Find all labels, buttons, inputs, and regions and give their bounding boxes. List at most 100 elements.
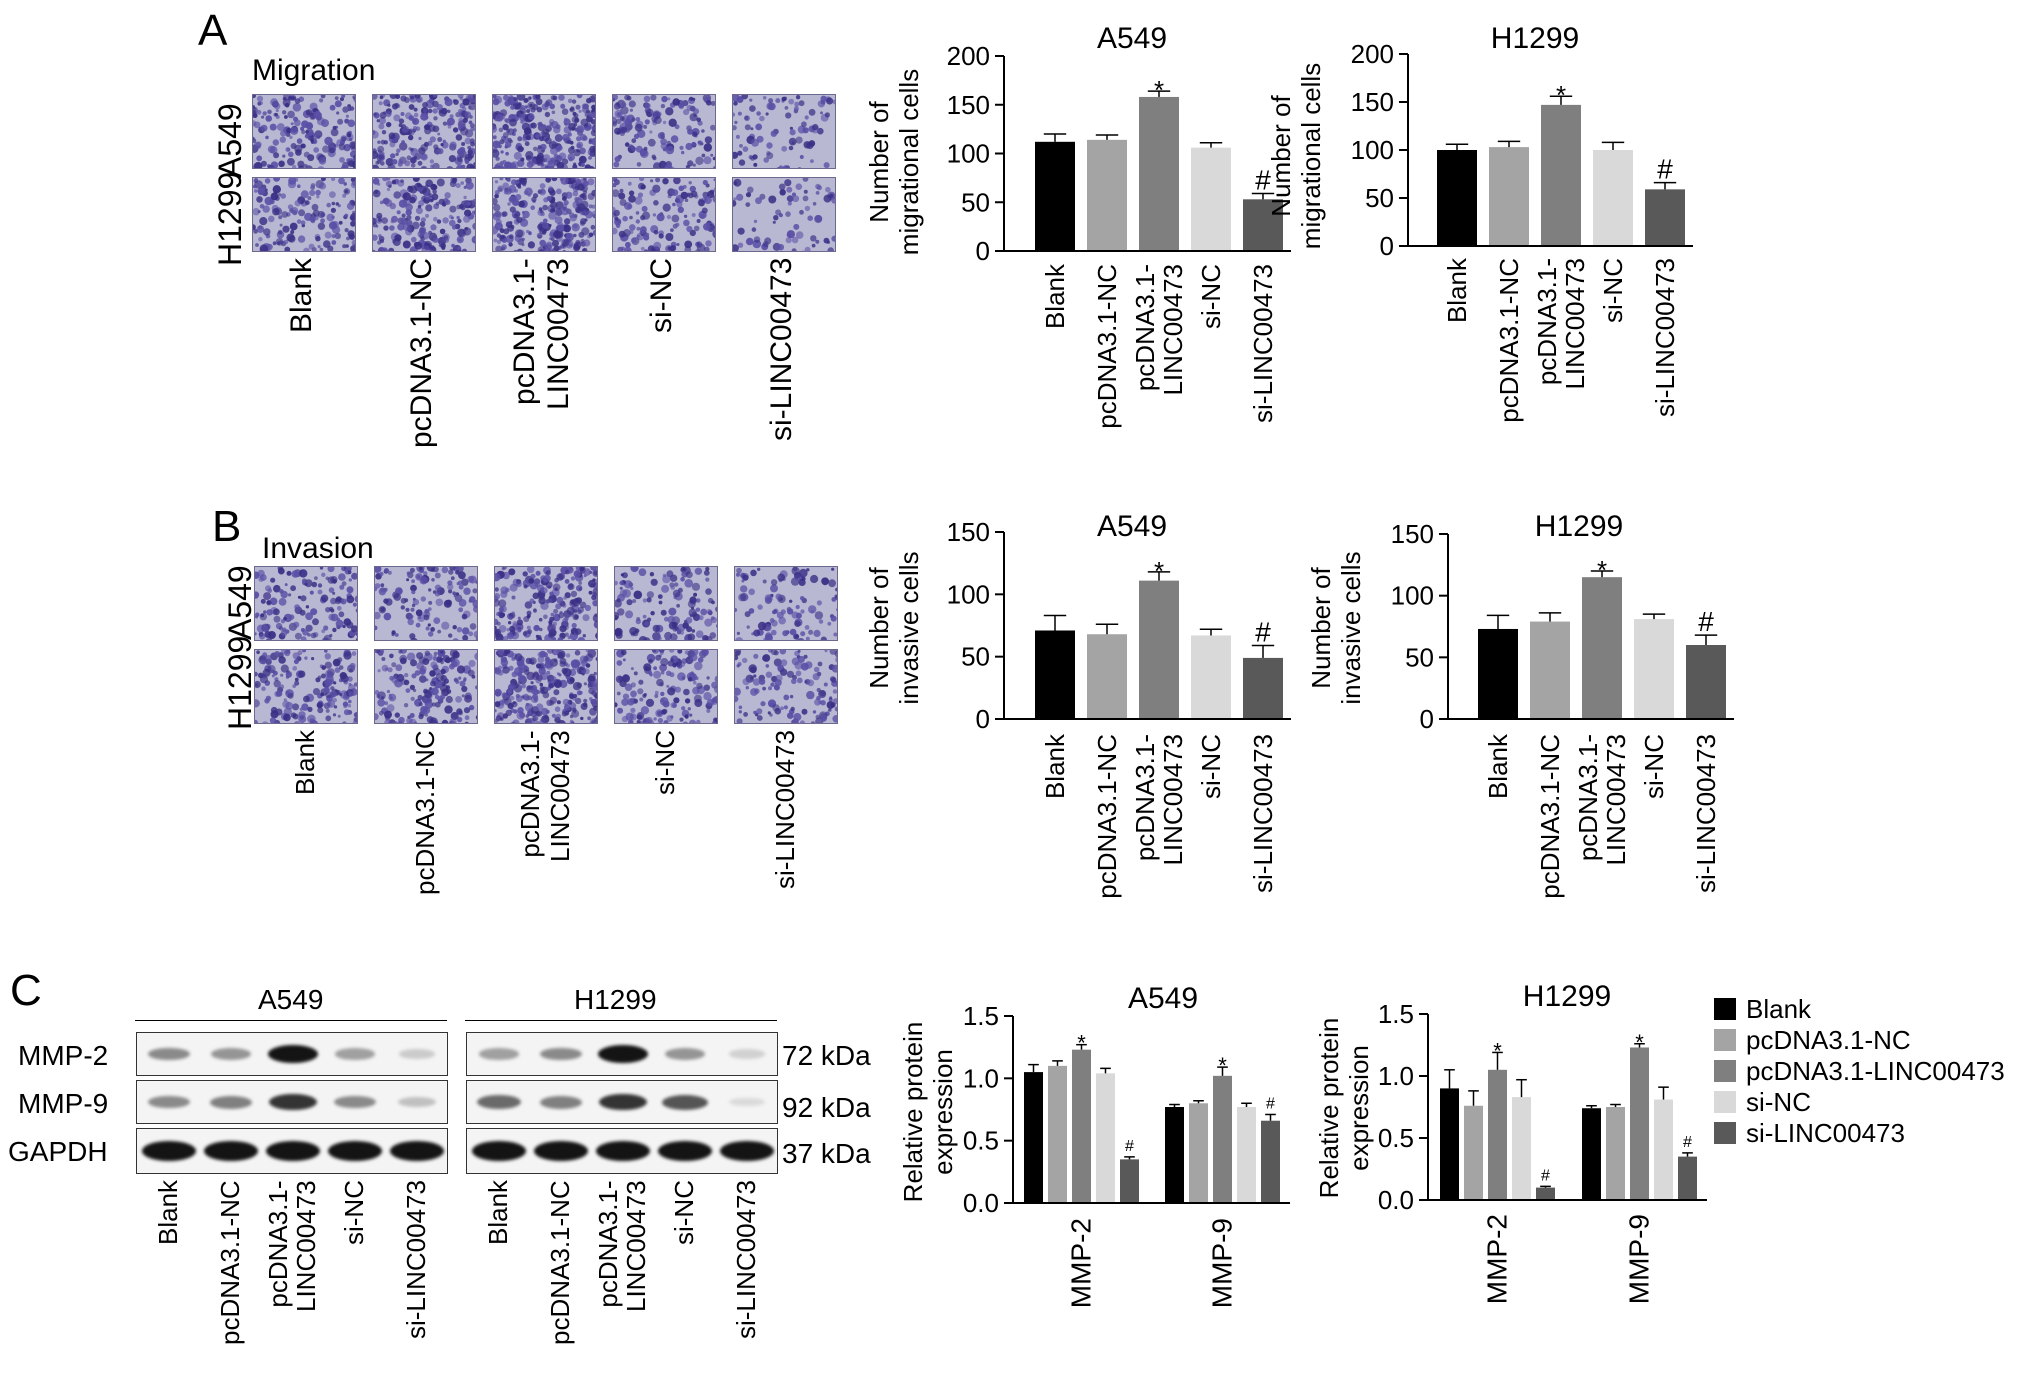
stained-cell: [339, 157, 345, 163]
stained-cell: [745, 686, 749, 690]
stained-cell: [428, 600, 433, 605]
stained-cell: [520, 157, 525, 162]
stained-cell: [440, 694, 446, 700]
blot-strip: [466, 1080, 778, 1124]
stained-cell: [579, 655, 588, 664]
stained-cell: [461, 142, 466, 146]
stained-cell: [436, 104, 443, 111]
stained-cell: [530, 681, 534, 685]
stained-cell: [527, 241, 535, 249]
stained-cell: [573, 244, 581, 251]
stained-cell: [684, 714, 689, 719]
stained-cell: [511, 595, 516, 600]
stained-cell: [686, 225, 693, 233]
stained-cell: [378, 218, 382, 222]
stained-cell: [758, 678, 766, 685]
stained-cell: [799, 720, 805, 723]
blot-band: [596, 1141, 650, 1161]
blot-row-label-mmp9: MMP-9: [18, 1088, 109, 1119]
stained-cell: [467, 145, 472, 150]
stained-cell: [474, 652, 477, 661]
stained-cell: [523, 167, 527, 168]
stained-cell: [593, 671, 597, 676]
stained-cell: [332, 579, 337, 584]
stained-cell: [493, 203, 501, 212]
stained-cell: [284, 102, 290, 108]
stained-cell: [786, 186, 793, 193]
stained-cell: [439, 109, 443, 114]
stained-cell: [510, 104, 516, 110]
stained-cell: [513, 97, 518, 102]
stained-cell: [737, 662, 742, 667]
legend-label: pcDNA3.1-NC: [1746, 1025, 1911, 1055]
stained-cell: [544, 247, 552, 251]
stained-cell: [342, 193, 347, 198]
stained-cell: [551, 637, 557, 640]
stained-cell: [436, 178, 445, 187]
stained-cell: [338, 178, 345, 185]
stained-cell: [317, 166, 325, 168]
stained-cell: [424, 608, 430, 614]
stained-cell: [564, 703, 568, 707]
significance-marker: *: [1556, 80, 1566, 110]
blot-strip: [136, 1128, 448, 1174]
stained-cell: [541, 686, 549, 694]
stained-cell: [533, 146, 538, 152]
stained-cell: [572, 111, 577, 116]
stained-cell: [355, 632, 357, 636]
stained-cell: [499, 605, 507, 613]
stained-cell: [646, 111, 652, 118]
stained-cell: [373, 234, 378, 241]
stained-cell: [537, 656, 545, 664]
stained-cell: [466, 163, 475, 168]
blot-size-72kda: 72 kDa: [782, 1040, 871, 1071]
stained-cell: [681, 706, 686, 711]
stained-cell: [400, 597, 407, 604]
stained-cell: [280, 130, 287, 137]
stained-cell: [499, 178, 504, 181]
stained-cell: [313, 215, 319, 221]
stained-cell: [275, 109, 279, 113]
stained-cell: [641, 211, 651, 220]
stained-cell: [377, 698, 386, 707]
stained-cell: [258, 186, 266, 194]
stained-cell: [733, 112, 736, 117]
stained-cell: [441, 567, 449, 574]
stained-cell: [255, 593, 259, 599]
stained-cell: [265, 115, 272, 122]
stained-cell: [526, 610, 532, 616]
stained-cell: [794, 661, 803, 670]
stained-cell: [562, 196, 567, 201]
stained-cell: [735, 655, 739, 661]
stained-cell: [294, 98, 301, 104]
stained-cell: [255, 632, 257, 636]
stained-cell: [516, 216, 523, 223]
stained-cell: [337, 118, 344, 125]
stained-cell: [812, 710, 817, 714]
stained-cell: [670, 135, 679, 143]
stained-cell: [409, 684, 415, 690]
stained-cell: [498, 144, 502, 149]
stained-cell: [568, 567, 572, 570]
stained-cell: [627, 203, 633, 210]
bar: [1645, 189, 1685, 246]
stained-cell: [499, 160, 505, 166]
stained-cell: [294, 677, 299, 682]
stained-cell: [650, 179, 654, 183]
stained-cell: [539, 239, 546, 247]
stained-cell: [643, 663, 652, 672]
stained-cell: [524, 141, 530, 147]
stained-cell: [583, 668, 590, 675]
stained-cell: [318, 182, 327, 190]
stained-cell: [668, 166, 675, 168]
stained-cell: [390, 153, 396, 159]
micrograph-tile: [374, 566, 478, 641]
blot-band: [472, 1141, 526, 1161]
stained-cell: [588, 232, 594, 238]
blot-band: [148, 1095, 190, 1109]
stained-cell: [613, 189, 620, 198]
blot-band: [598, 1045, 648, 1063]
stained-cell: [467, 575, 475, 583]
stained-cell: [469, 596, 476, 603]
stained-cell: [831, 235, 835, 242]
